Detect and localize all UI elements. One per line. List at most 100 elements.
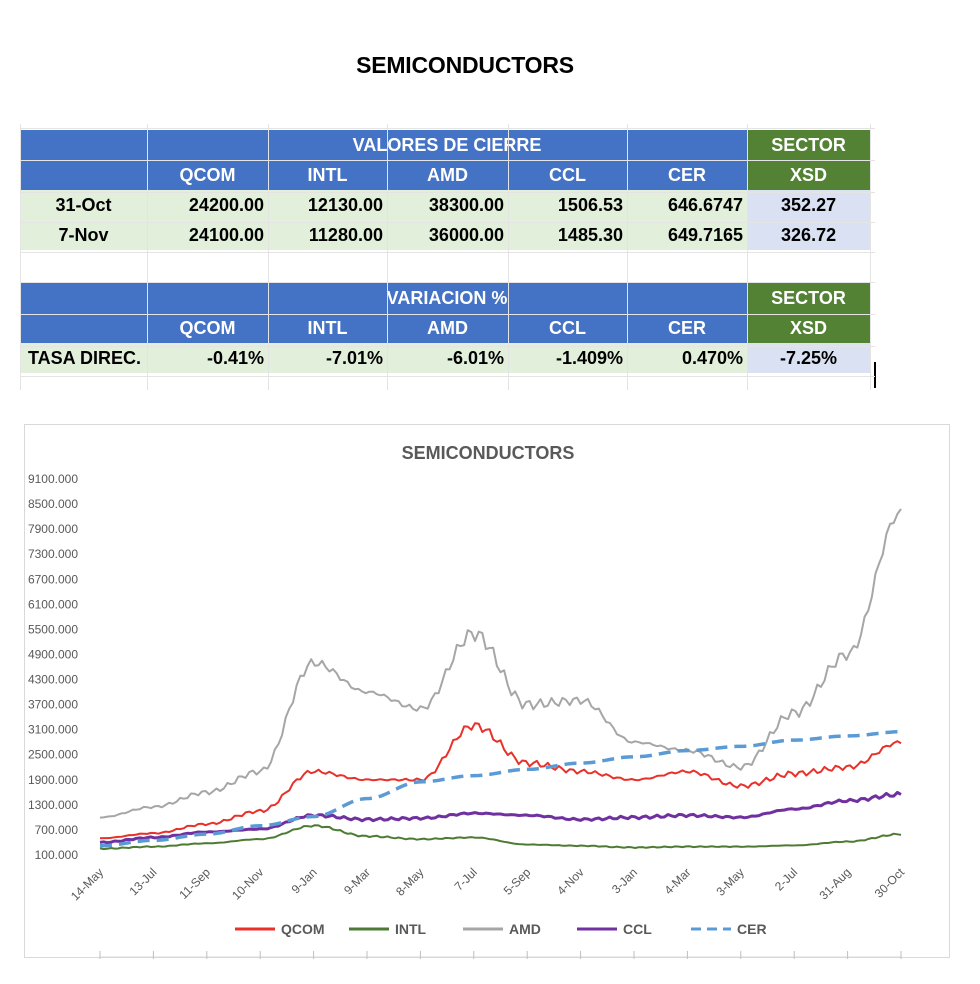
sheet-gridline <box>747 124 748 390</box>
x-tick-label: 31-Aug <box>816 865 853 902</box>
spacer-row <box>20 250 871 280</box>
y-tick-label: 1300.000 <box>28 798 78 812</box>
sheet-gridline <box>508 124 509 390</box>
sector-column-header: XSD <box>747 313 871 343</box>
table-header-row: VARIACION % SECTOR <box>20 283 871 313</box>
sheet-gridline <box>20 160 875 161</box>
table-cell: 1485.30 <box>508 220 627 250</box>
table-cell: 649.7165 <box>627 220 748 250</box>
table-cell: 1506.53 <box>508 190 627 220</box>
sector-cell: 326.72 <box>747 220 871 250</box>
sheet-gridline <box>268 124 269 390</box>
y-tick-label: 1900.000 <box>28 773 78 787</box>
x-tick-label: 14-May <box>68 865 106 903</box>
header-blank <box>20 160 147 190</box>
sheet-gridline <box>387 124 388 390</box>
x-tick-label: 9-Mar <box>341 865 373 897</box>
line-chart: SEMICONDUCTORS 9100.000 8500.000 7900.000 7… <box>24 424 950 959</box>
column-header: CER <box>627 160 748 190</box>
table-cell: -0.41% <box>147 343 268 373</box>
variation-table: VARIACION % SECTOR QCOM INTL AMD CCL CER… <box>20 283 871 373</box>
y-tick-label: 8500.000 <box>28 497 78 511</box>
table-row: 7-Nov 24100.00 11280.00 36000.00 1485.30… <box>20 220 871 250</box>
series-line-ccl <box>99 790 902 845</box>
x-tick-label: 3-May <box>713 865 746 898</box>
series-line-cer <box>99 730 901 848</box>
y-tick-label: 6700.000 <box>28 572 78 586</box>
series-line-qcom <box>99 722 902 840</box>
x-tick-label: 7-Jul <box>452 865 480 893</box>
x-tick-label: 9-Jan <box>289 865 320 896</box>
x-tick-label: 4-Mar <box>661 865 693 897</box>
column-header: AMD <box>387 313 508 343</box>
row-label: 31-Oct <box>20 190 147 220</box>
chart-canvas: SEMICONDUCTORS 9100.000 8500.000 7900.000 7… <box>28 443 908 959</box>
y-tick-label: 700.000 <box>35 823 79 837</box>
sheet-gridline <box>20 282 875 283</box>
y-tick-label: 6100.000 <box>28 597 78 611</box>
table-cell: 12130.00 <box>268 190 387 220</box>
table-cell: 36000.00 <box>387 220 508 250</box>
x-tick-label: 13-Jul <box>127 865 160 898</box>
y-tick-label: 7900.000 <box>28 522 78 536</box>
table-cell: 24100.00 <box>147 220 268 250</box>
sector-header: SECTOR <box>747 283 871 313</box>
table-cell: 24200.00 <box>147 190 268 220</box>
legend-label: CCL <box>623 921 652 937</box>
sheet-gridline <box>870 124 871 390</box>
header-blank <box>20 130 147 160</box>
sheet-gridline <box>20 376 875 377</box>
x-tick-label: 5-Sep <box>501 865 534 898</box>
legend-label: CER <box>737 921 767 937</box>
table-cell: 646.6747 <box>627 190 748 220</box>
table-header-row: VALORES DE CIERRE SECTOR <box>20 130 871 160</box>
sector-cell: 352.27 <box>747 190 871 220</box>
x-tick-label: 11-Sep <box>176 865 213 902</box>
table-cell: 38300.00 <box>387 190 508 220</box>
sheet-gridline <box>627 124 628 390</box>
y-tick-label: 5500.000 <box>28 622 78 636</box>
sheet-gridline <box>20 314 875 315</box>
sheet-gridline <box>20 192 875 193</box>
column-header: INTL <box>268 313 387 343</box>
header-blank <box>20 313 147 343</box>
chart-title: SEMICONDUCTORS <box>402 443 575 463</box>
column-header: CCL <box>508 160 627 190</box>
column-header: INTL <box>268 160 387 190</box>
column-header: QCOM <box>147 160 268 190</box>
table-cell: 0.470% <box>627 343 748 373</box>
y-tick-label: 4900.000 <box>28 647 78 661</box>
table-row: 31-Oct 24200.00 12130.00 38300.00 1506.5… <box>20 190 871 220</box>
table-cell: -6.01% <box>387 343 508 373</box>
table-header-row: QCOM INTL AMD CCL CER XSD <box>20 160 871 190</box>
sheet-gridline <box>147 124 148 390</box>
sheet-gridline <box>20 124 21 390</box>
sheet-gridline <box>20 346 875 347</box>
column-header: CER <box>627 313 748 343</box>
series-line-amd <box>99 508 902 819</box>
y-tick-label: 3100.000 <box>28 723 78 737</box>
series-lines <box>99 508 902 851</box>
group-header: VALORES DE CIERRE <box>147 130 748 160</box>
x-tick-label: 10-Nov <box>229 865 266 902</box>
row-label: TASA DIREC. <box>20 343 147 373</box>
x-tick-label: 4-Nov <box>554 865 587 898</box>
column-header: AMD <box>387 160 508 190</box>
sheet-gridline <box>20 252 875 253</box>
table-cell: -7.01% <box>268 343 387 373</box>
legend-label: QCOM <box>281 921 325 937</box>
y-tick-label: 3700.000 <box>28 698 78 712</box>
x-axis: 14-May 13-Jul 11-Sep 10-Nov 9-Jan 9-Mar 8-May 7… <box>68 865 908 959</box>
sector-header: SECTOR <box>747 130 871 160</box>
column-header: CCL <box>508 313 627 343</box>
legend: QCOM INTL AMD CCL CER <box>235 921 767 937</box>
y-tick-label: 100.000 <box>35 848 79 862</box>
sector-cell: -7.25% <box>747 343 871 373</box>
y-tick-label: 9100.000 <box>28 472 78 486</box>
x-tick-label: 30-Oct <box>872 865 908 901</box>
row-label: 7-Nov <box>20 220 147 250</box>
sheet-gridline <box>20 222 875 223</box>
y-axis: 9100.000 8500.000 7900.000 7300.000 6700.000… <box>28 472 78 862</box>
x-tick-label: 2-Jul <box>772 865 800 893</box>
text-cursor <box>874 362 876 388</box>
